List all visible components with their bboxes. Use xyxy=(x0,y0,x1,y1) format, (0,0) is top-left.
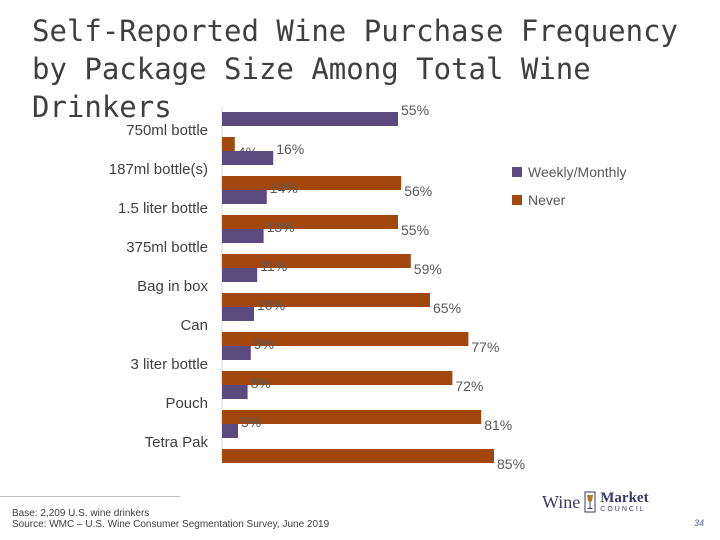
category-label-can: Can xyxy=(180,317,208,334)
data-label-never-187ml-bottle-s: 56% xyxy=(404,183,432,199)
bar-never-bag-in-box xyxy=(222,293,430,307)
data-label-never-tetra-pak: 85% xyxy=(497,456,525,472)
source-note: Source: WMC – U.S. Wine Consumer Segment… xyxy=(12,519,330,530)
bar-never-tetra-pak xyxy=(222,449,494,463)
data-label-never-3-liter-bottle: 72% xyxy=(455,378,483,394)
category-label-750ml-bottle: 750ml bottle xyxy=(126,122,208,139)
data-label-never-can: 77% xyxy=(471,339,499,355)
data-label-weekly-monthly-375ml-bottle: 13% xyxy=(267,219,295,235)
bar-never-375ml-bottle xyxy=(222,254,411,268)
bar-weekly-monthly-187ml-bottle-s xyxy=(222,151,274,165)
data-label-weekly-monthly-750ml-bottle: 55% xyxy=(401,102,429,118)
bar-never-187ml-bottle-s xyxy=(222,176,402,190)
base-note: Base: 2,209 U.S. wine drinkers xyxy=(12,508,150,519)
data-label-never-1-5-liter-bottle: 55% xyxy=(401,222,429,238)
wine-glass-icon xyxy=(584,491,596,513)
data-label-never-375ml-bottle: 59% xyxy=(414,261,442,277)
logo-council-text: COUNCIL xyxy=(600,506,646,513)
bar-weekly-monthly-tetra-pak xyxy=(222,424,238,438)
category-label-187ml-bottle-s: 187ml bottle(s) xyxy=(109,161,208,178)
bar-never-750ml-bottle xyxy=(222,137,235,151)
data-label-weekly-monthly-pouch: 8% xyxy=(251,375,271,391)
bar-weekly-monthly-pouch xyxy=(222,385,248,399)
data-label-weekly-monthly-187ml-bottle-s: 16% xyxy=(276,141,304,157)
bar-weekly-monthly-3-liter-bottle xyxy=(222,346,251,360)
data-label-weekly-monthly-bag-in-box: 11% xyxy=(260,258,287,274)
bar-weekly-monthly-can xyxy=(222,307,254,321)
legend-label-weekly: Weekly/Monthly xyxy=(528,164,627,180)
logo-wine-text: Wine xyxy=(542,491,581,512)
bar-never-can xyxy=(222,332,469,346)
data-label-never-bag-in-box: 65% xyxy=(433,300,461,316)
legend-item-weekly: Weekly/Monthly xyxy=(512,158,627,186)
data-label-weekly-monthly-3-liter-bottle: 9% xyxy=(254,336,274,352)
page-number: 34 xyxy=(694,518,705,528)
footer-notes: Base: 2,209 U.S. wine drinkers Source: W… xyxy=(12,508,329,530)
bar-never-pouch xyxy=(222,410,482,424)
legend-item-never: Never xyxy=(512,186,627,214)
category-label-375ml-bottle: 375ml bottle xyxy=(126,239,208,256)
bar-never-3-liter-bottle xyxy=(222,371,453,385)
category-label-3-liter-bottle: 3 liter bottle xyxy=(130,356,208,373)
data-label-weekly-monthly-1-5-liter-bottle: 14% xyxy=(270,180,298,196)
chart-legend: Weekly/Monthly Never xyxy=(512,158,627,214)
bar-weekly-monthly-750ml-bottle xyxy=(222,112,398,126)
chart-title: Self-Reported Wine Purchase Frequency by… xyxy=(32,14,679,124)
category-label-tetra-pak: Tetra Pak xyxy=(145,434,209,451)
wine-market-council-logo: Wine Market COUNCIL xyxy=(542,488,649,516)
data-label-weekly-monthly-can: 10% xyxy=(257,297,285,313)
category-label-1-5-liter-bottle: 1.5 liter bottle xyxy=(118,200,208,217)
bar-weekly-monthly-bag-in-box xyxy=(222,268,258,282)
footer-divider xyxy=(0,496,180,497)
data-label-never-pouch: 81% xyxy=(484,417,512,433)
bar-weekly-monthly-375ml-bottle xyxy=(222,229,264,243)
category-label-pouch: Pouch xyxy=(165,395,208,412)
category-label-bag-in-box: Bag in box xyxy=(137,278,208,295)
legend-label-never: Never xyxy=(528,192,566,208)
data-label-weekly-monthly-tetra-pak: 5% xyxy=(241,414,261,430)
legend-swatch-never xyxy=(512,195,522,205)
legend-swatch-weekly xyxy=(512,167,522,177)
logo-market-text: Market xyxy=(600,490,649,506)
bar-never-1-5-liter-bottle xyxy=(222,215,398,229)
bar-weekly-monthly-1-5-liter-bottle xyxy=(222,190,267,204)
